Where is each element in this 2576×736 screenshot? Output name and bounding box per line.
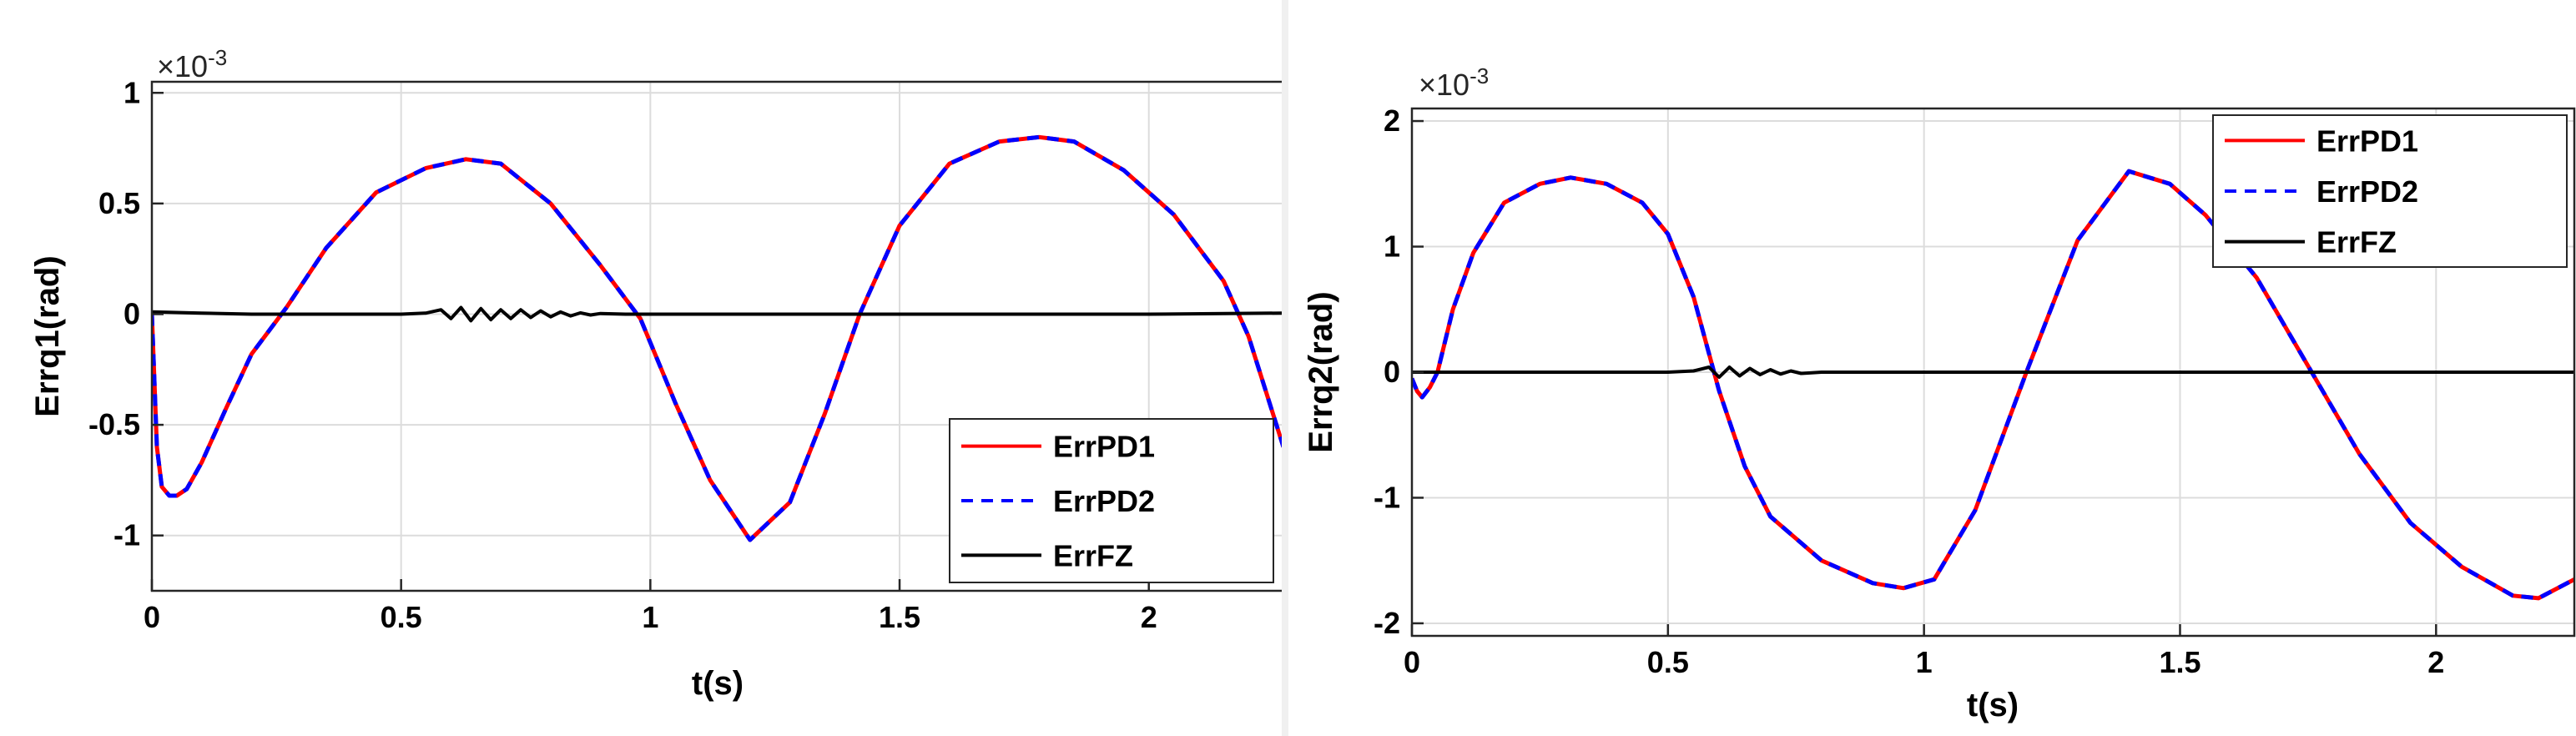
y-tick-label: 1	[124, 75, 140, 109]
x-tick-label: 0	[144, 600, 160, 634]
x-tick-label: 0	[1404, 645, 1420, 679]
legend-label: ErrPD2	[1053, 484, 1155, 518]
exponent-label: ×10-3	[1419, 63, 1489, 102]
y-tick-label: 1	[1384, 229, 1400, 264]
x-axis-label: t(s)	[692, 665, 744, 702]
chart-errq2: 0 0.5 1 1.5 2 -2 -1 0 1 2 ×10-3 t(s) Errq2(rad) E…	[1303, 63, 2576, 723]
legend: ErrPD1 ErrPD2 ErrFZ	[949, 418, 1274, 583]
x-tick-label: 2	[1141, 600, 1157, 634]
axis-ticks: 0 0.5 1 1.5 2 -2 -1 0 1 2	[1374, 103, 2444, 679]
x-tick-label: 1.5	[879, 600, 920, 634]
x-axis-label: t(s)	[1967, 687, 2019, 723]
x-tick-label: 1	[1916, 645, 1933, 679]
x-tick-label: 2	[2427, 645, 2444, 679]
legend-label: ErrPD1	[1053, 430, 1155, 464]
x-tick-label: 1.5	[2159, 645, 2200, 679]
legend-label: ErrFZ	[1053, 538, 1133, 572]
legend: ErrPD1 ErrPD2 ErrFZ	[2212, 114, 2568, 268]
y-tick-label: -0.5	[88, 407, 140, 441]
y-tick-label: -1	[1374, 480, 1400, 514]
panel-divider	[1282, 0, 1288, 736]
x-tick-label: 0.5	[381, 600, 422, 634]
y-tick-label: 0.5	[98, 186, 140, 220]
series-lines	[152, 134, 1282, 542]
legend-label: ErrFZ	[2316, 225, 2397, 260]
exponent-label: ×10-3	[157, 45, 227, 83]
axis-ticks: 0 0.5 1 1.5 2 -1 -0.5 0 0.5 1	[88, 75, 1157, 634]
y-tick-label: -1	[113, 518, 140, 552]
x-tick-label: 1	[642, 600, 658, 634]
y-tick-label: -2	[1374, 606, 1400, 640]
legend-label: ErrPD2	[2316, 174, 2418, 209]
y-axis-label: Errq1(rad)	[29, 255, 66, 416]
x-tick-label: 0.5	[1647, 645, 1689, 679]
chart-errq1: 0 0.5 1 1.5 2 -1 -0.5 0 0.5 1 ×10-3 t(s) Errq1(ra…	[29, 45, 1282, 702]
series-line-errpd2	[152, 134, 1282, 542]
legend-label: ErrPD1	[2316, 124, 2418, 158]
series-line-errfz	[1412, 365, 2574, 379]
series-lines	[1412, 169, 2574, 601]
y-tick-label: 2	[1384, 103, 1400, 138]
series-line-errpd1	[1412, 169, 2574, 601]
plot-frame	[150, 80, 1282, 592]
series-line-errfz	[152, 305, 1282, 323]
y-tick-label: 0	[1384, 355, 1400, 389]
y-tick-label: 0	[124, 296, 140, 330]
y-axis-label: Errq2(rad)	[1303, 291, 1339, 452]
